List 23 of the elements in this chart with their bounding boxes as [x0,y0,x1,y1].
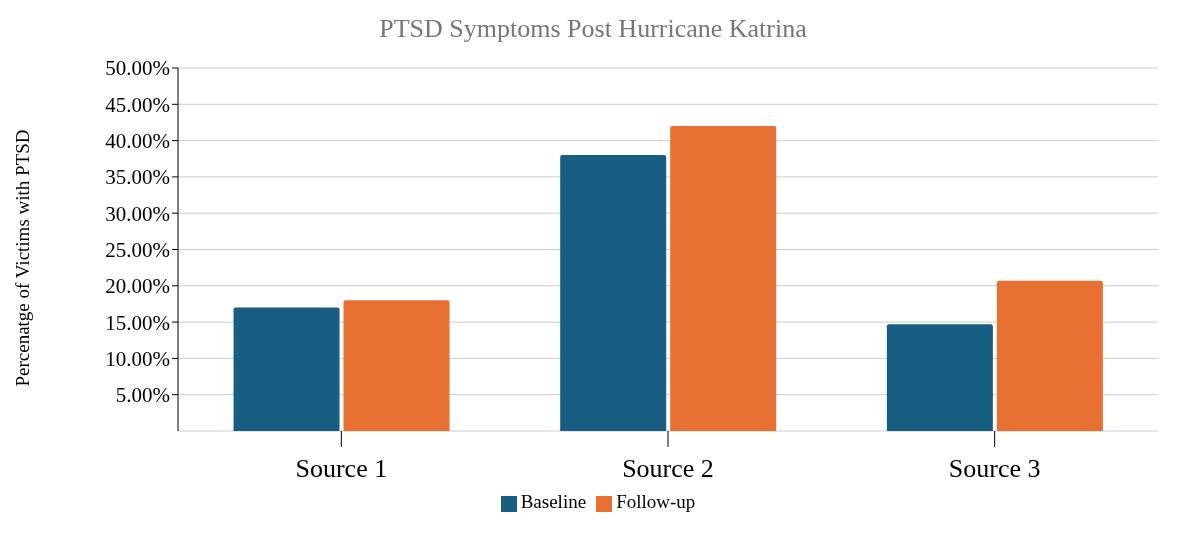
y-tick-label: 30.00% [105,201,170,226]
y-axis-title: Percenatge of Victims with PTSD [12,129,34,387]
chart-title: PTSD Symptoms Post Hurricane Katrina [378,13,808,45]
x-tick-label: Source 1 [295,454,388,484]
bar [560,155,667,431]
x-tick-label: Source 3 [948,454,1041,484]
y-tick-label: 25.00% [105,237,170,262]
bar [233,307,340,431]
y-tick-label: 10.00% [105,346,170,371]
legend-label: Follow-up [616,491,696,512]
y-tick-label: 45.00% [105,92,170,117]
x-tick-label: Source 2 [622,454,714,484]
bar [996,280,1103,431]
bar [343,300,450,431]
y-tick-label: 50.00% [105,56,170,81]
y-tick-label: 35.00% [105,165,170,190]
y-tick-label: 15.00% [105,310,170,335]
y-tick-label: 5.00% [115,383,170,408]
legend-label: Baseline [520,491,587,512]
y-tick-label: 40.00% [105,129,170,154]
y-tick-label: 20.00% [105,274,170,299]
bar [886,324,993,431]
bar [670,126,777,431]
